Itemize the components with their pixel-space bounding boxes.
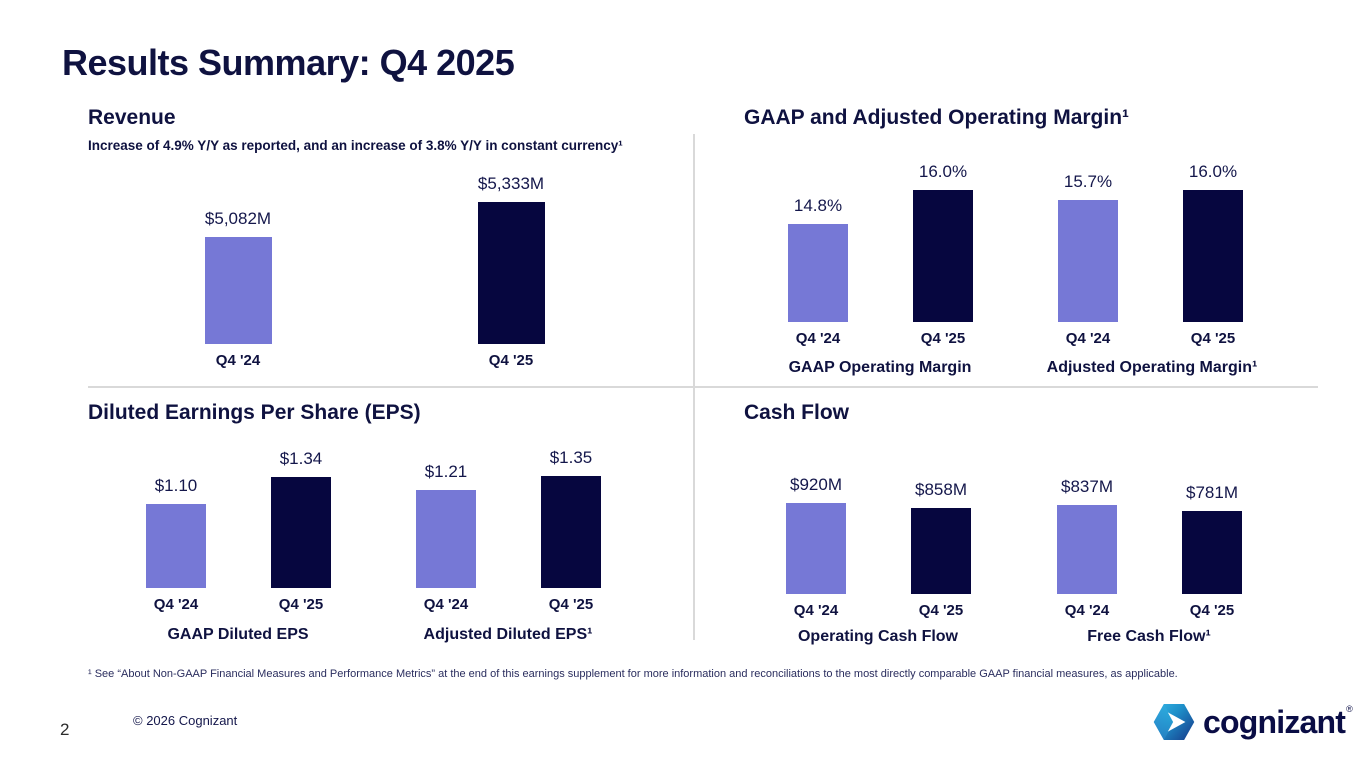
bar-x-label: Q4 '24 xyxy=(793,602,839,619)
bar-x-label: Q4 '25 xyxy=(278,596,324,613)
bar-value-label: $837M xyxy=(1061,477,1113,496)
bar-adj-eps-q424 xyxy=(416,490,476,588)
group-label-gaap-diluted-eps: GAAP Diluted EPS xyxy=(167,626,309,643)
bar-fcf-q424 xyxy=(1057,505,1117,594)
group-label-adjusted-operating-margin: Adjusted Operating Margin¹ xyxy=(1046,359,1258,376)
revenue-title: Revenue xyxy=(88,106,176,129)
bar-x-label: Q4 '24 xyxy=(423,596,469,613)
bar-adj-eps-q425 xyxy=(541,476,601,588)
cognizant-hexagon-icon xyxy=(1153,703,1195,741)
bar-adj-margin-q425 xyxy=(1183,190,1243,322)
registered-trademark-icon: ® xyxy=(1346,704,1353,714)
bar-x-label: Q4 '25 xyxy=(920,330,966,347)
bar-x-label: Q4 '25 xyxy=(1189,602,1235,619)
cognizant-logo: cognizant ® xyxy=(1152,699,1353,745)
page-title: Results Summary: Q4 2025 xyxy=(62,42,515,83)
bar-value-label: $1.35 xyxy=(549,448,593,467)
margin-title: GAAP and Adjusted Operating Margin¹ xyxy=(744,106,1130,129)
bar-value-label: $5,333M xyxy=(477,174,545,193)
eps-title: Diluted Earnings Per Share (EPS) xyxy=(88,401,421,424)
bar-gaap-eps-q425 xyxy=(271,477,331,588)
bar-x-label: Q4 '24 xyxy=(795,330,841,347)
bar-value-label: 16.0% xyxy=(1188,162,1238,181)
bar-x-label: Q4 '24 xyxy=(1065,330,1111,347)
bar-x-label: Q4 '25 xyxy=(1190,330,1236,347)
group-label-free-cash-flow: Free Cash Flow¹ xyxy=(1087,628,1211,645)
bar-value-label: 14.8% xyxy=(793,196,843,215)
bar-x-label: Q4 '24 xyxy=(1064,602,1110,619)
bar-fcf-q425 xyxy=(1182,511,1242,594)
group-label-adjusted-diluted-eps: Adjusted Diluted EPS¹ xyxy=(423,626,593,643)
cashflow-title: Cash Flow xyxy=(744,401,850,424)
bar-gaap-margin-q424 xyxy=(788,224,848,322)
copyright-text: © 2026 Cognizant xyxy=(133,713,238,728)
bar-value-label: $781M xyxy=(1186,483,1238,502)
bar-ocf-q425 xyxy=(911,508,971,594)
bar-value-label: $858M xyxy=(915,480,967,499)
bar-adj-margin-q424 xyxy=(1058,200,1118,322)
revenue-subtitle: Increase of 4.9% Y/Y as reported, and an… xyxy=(88,138,623,153)
bar-x-label: Q4 '24 xyxy=(215,352,261,369)
bar-value-label: $5,082M xyxy=(204,209,272,228)
page-number: 2 xyxy=(60,720,70,739)
bar-x-label: Q4 '24 xyxy=(153,596,199,613)
bar-value-label: $1.34 xyxy=(279,449,323,468)
bar-ocf-q424 xyxy=(786,503,846,594)
bar-x-label: Q4 '25 xyxy=(548,596,594,613)
bar-gaap-margin-q425 xyxy=(913,190,973,322)
bar-value-label: $920M xyxy=(790,475,842,494)
bar-gaap-eps-q424 xyxy=(146,504,206,588)
vertical-divider xyxy=(693,134,695,640)
bar-revenue-q425 xyxy=(478,202,545,344)
bar-revenue-q424 xyxy=(205,237,272,344)
bar-value-label: $1.21 xyxy=(424,462,468,481)
cognizant-wordmark: cognizant xyxy=(1203,704,1346,740)
bar-value-label: $1.10 xyxy=(154,476,198,495)
group-label-gaap-operating-margin: GAAP Operating Margin xyxy=(788,359,972,376)
bar-value-label: 15.7% xyxy=(1063,172,1113,191)
bar-value-label: 16.0% xyxy=(918,162,968,181)
group-label-operating-cash-flow: Operating Cash Flow xyxy=(797,628,958,645)
bar-x-label: Q4 '25 xyxy=(918,602,964,619)
horizontal-divider xyxy=(88,386,1318,388)
bar-x-label: Q4 '25 xyxy=(488,352,534,369)
footnote: ¹ See “About Non-GAAP Financial Measures… xyxy=(88,668,1178,680)
